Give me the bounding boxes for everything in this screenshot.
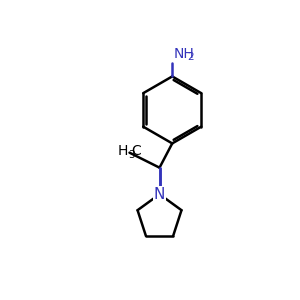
Text: H: H <box>118 144 128 158</box>
Text: C: C <box>131 144 141 158</box>
Text: NH: NH <box>174 47 194 61</box>
Text: 3: 3 <box>128 150 135 161</box>
Text: 2: 2 <box>188 52 194 62</box>
Text: N: N <box>154 187 165 202</box>
